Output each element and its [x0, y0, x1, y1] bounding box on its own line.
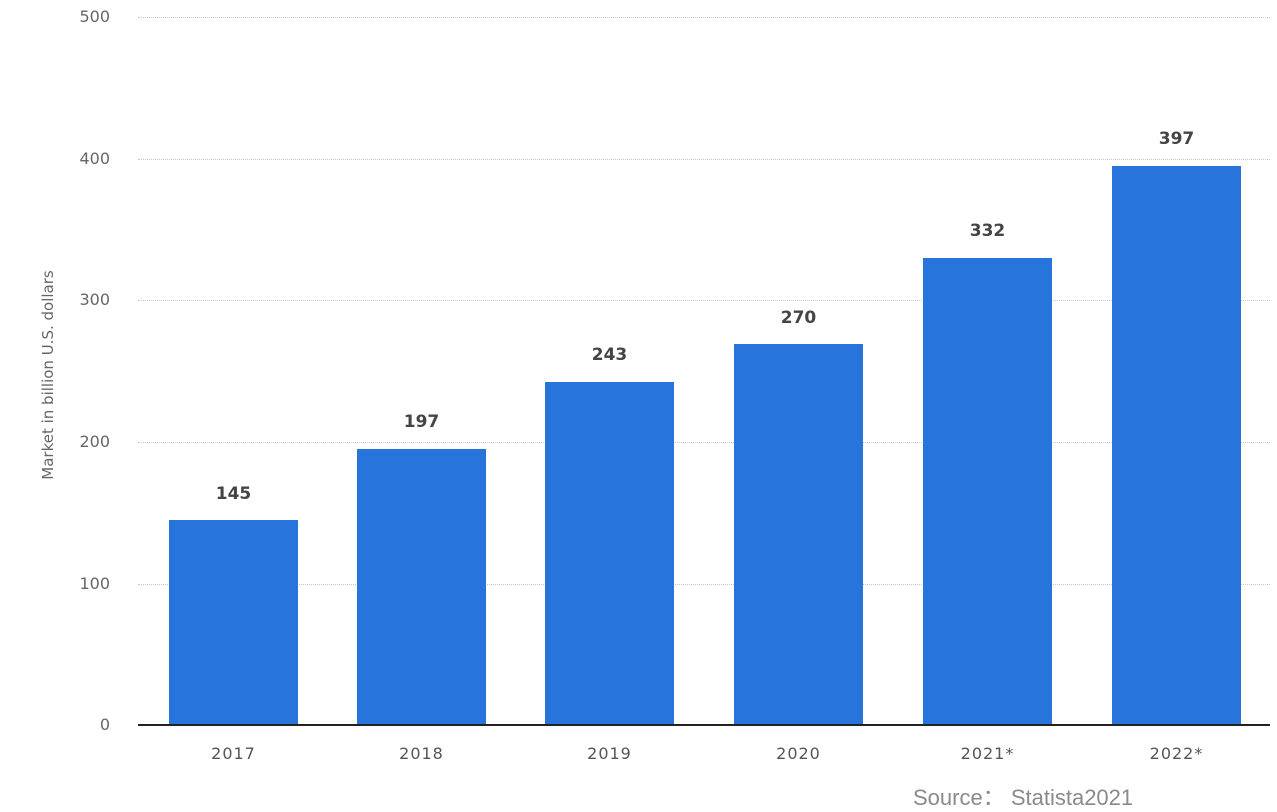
bar-2017: [169, 520, 298, 725]
x-tick-label: 2018: [399, 744, 444, 763]
source-caption: Source： Statista2021: [913, 785, 1134, 810]
bar-2020: [734, 344, 863, 725]
x-tick-label: 2022*: [1149, 744, 1204, 763]
bar-2019: [545, 382, 674, 725]
y-tick-label: 200: [79, 432, 110, 451]
x-tick-label: 2017: [211, 744, 256, 763]
value-label: 197: [403, 412, 440, 432]
gridline: [138, 584, 1270, 585]
bar-2022: [1112, 166, 1241, 725]
gridline: [138, 300, 1270, 301]
y-tick-label: 0: [99, 715, 110, 734]
x-tick-label: 2021*: [960, 744, 1015, 763]
x-axis-line: [138, 724, 1270, 726]
value-label: 332: [969, 221, 1006, 241]
x-tick-label: 2020: [776, 744, 821, 763]
y-tick-label: 500: [79, 7, 110, 26]
value-label: 243: [591, 345, 628, 365]
value-label: 397: [1158, 129, 1195, 149]
y-tick-label: 100: [79, 574, 110, 593]
bar-2018: [357, 449, 486, 725]
value-label: 145: [215, 484, 252, 504]
y-tick-label: 400: [79, 149, 110, 168]
gridline: [138, 442, 1270, 443]
value-label: 270: [780, 308, 817, 328]
gridline: [138, 17, 1270, 18]
bar-2021: [923, 258, 1052, 725]
gridline: [138, 159, 1270, 160]
x-tick-label: 2019: [587, 744, 632, 763]
y-tick-label: 300: [79, 290, 110, 309]
